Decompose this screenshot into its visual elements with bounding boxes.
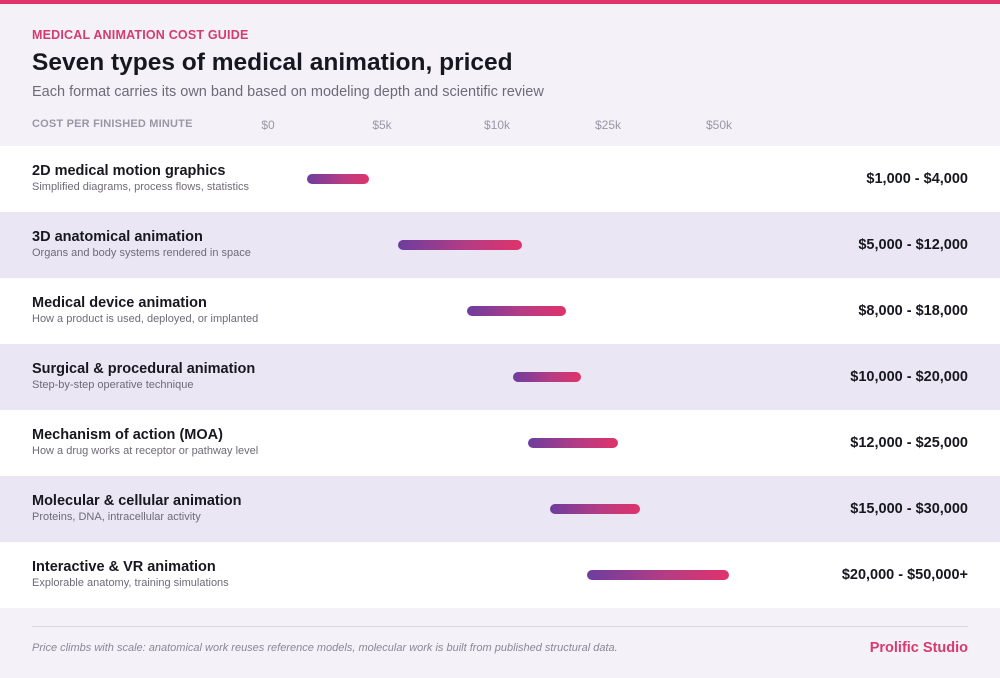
row-description: Explorable anatomy, training simulations xyxy=(32,577,229,589)
price-range-label: $8,000 - $18,000 xyxy=(858,303,968,319)
top-accent-bar xyxy=(0,0,1000,4)
chart-row: Surgical & procedural animation Step-by-s… xyxy=(0,344,1000,410)
chart-row: 3D anatomical animation Organs and body s… xyxy=(0,212,1000,278)
price-range-label: $12,000 - $25,000 xyxy=(850,435,968,451)
price-range-label: $5,000 - $12,000 xyxy=(858,237,968,253)
price-range-label: $20,000 - $50,000+ xyxy=(841,567,968,583)
x-axis-label: COST PER FINISHED MINUTE xyxy=(32,118,193,130)
chart-title: Seven types of medical animation, priced xyxy=(32,49,513,76)
row-description: How a product is used, deployed, or impl… xyxy=(32,313,259,325)
row-name: Mechanism of action (MOA) xyxy=(32,427,223,443)
footer-divider xyxy=(32,626,968,627)
row-description: Organs and body systems rendered in spac… xyxy=(32,247,251,259)
chart-rows: 2D medical motion graphics Simplified dia… xyxy=(0,146,1000,608)
x-tick-label: $25k xyxy=(594,118,622,132)
row-name: Interactive & VR animation xyxy=(32,559,216,575)
range-bar xyxy=(398,240,522,250)
row-name: 3D anatomical animation xyxy=(32,229,203,245)
x-tick-label: $0 xyxy=(261,118,275,132)
row-description: Proteins, DNA, intracellular activity xyxy=(32,511,201,523)
row-description: Simplified diagrams, process flows, stat… xyxy=(32,181,250,193)
chart-row: Medical device animation How a product is… xyxy=(0,278,1000,344)
range-bar xyxy=(587,570,729,580)
footnote: Price climbs with scale: anatomical work… xyxy=(32,642,618,654)
x-tick-label: $50k xyxy=(705,118,733,132)
chart-row: 2D medical motion graphics Simplified dia… xyxy=(0,146,1000,212)
range-bar xyxy=(306,174,370,184)
range-bar xyxy=(550,504,641,514)
x-tick-label: $10k xyxy=(483,118,511,132)
range-bar xyxy=(513,372,581,382)
row-name: Medical device animation xyxy=(32,295,207,311)
chart-row: Interactive & VR animation Explorable ana… xyxy=(0,542,1000,608)
chart-subtitle: Each format carries its own band based o… xyxy=(32,84,544,100)
eyebrow-label: MEDICAL ANIMATION COST GUIDE xyxy=(32,28,249,42)
price-range-label: $10,000 - $20,000 xyxy=(850,369,968,385)
row-name: Surgical & procedural animation xyxy=(32,361,256,377)
row-name: 2D medical motion graphics xyxy=(32,163,226,179)
chart-row: Molecular & cellular animation Proteins, … xyxy=(0,476,1000,542)
range-bar xyxy=(527,438,618,448)
chart-row: Mechanism of action (MOA) How a drug work… xyxy=(0,410,1000,476)
brand-name[interactable]: Prolific Studio xyxy=(869,640,968,656)
price-range-label: $15,000 - $30,000 xyxy=(850,501,968,517)
row-name: Molecular & cellular animation xyxy=(32,493,242,509)
x-tick-label: $5k xyxy=(372,118,392,132)
row-description: How a drug works at receptor or pathway … xyxy=(32,445,259,457)
price-range-label: $1,000 - $4,000 xyxy=(866,171,968,187)
row-description: Step-by-step operative technique xyxy=(32,379,194,391)
range-bar xyxy=(467,306,567,316)
